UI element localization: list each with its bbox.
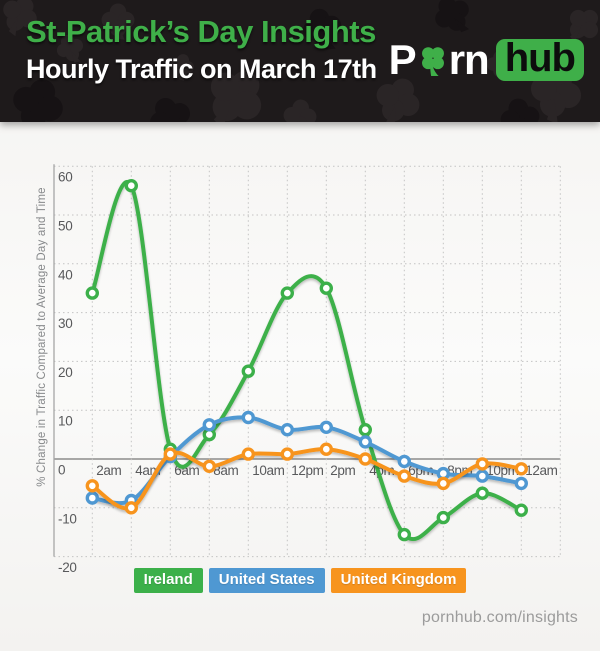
marker-united-kingdom-12pm[interactable] xyxy=(280,447,294,461)
marker-ireland-6pm[interactable] xyxy=(397,527,411,542)
marker-ireland-2pm[interactable] xyxy=(319,281,333,295)
svg-text:60: 60 xyxy=(58,170,72,185)
svg-text:12pm: 12pm xyxy=(291,463,323,478)
marker-united-kingdom-12am[interactable] xyxy=(514,462,528,476)
svg-text:2am: 2am xyxy=(96,463,121,478)
svg-text:50: 50 xyxy=(58,219,72,234)
svg-text:2pm: 2pm xyxy=(330,463,355,478)
page-title: St-Patrick’s Day Insights xyxy=(26,14,376,49)
marker-united-states-2pm[interactable] xyxy=(319,420,333,434)
svg-text:0: 0 xyxy=(58,463,65,478)
svg-text:-20: -20 xyxy=(58,560,77,575)
marker-united-kingdom-8am[interactable] xyxy=(202,459,217,473)
logo-hub-badge: hub xyxy=(495,38,584,81)
site-url: pornhub.com/insights xyxy=(421,609,578,626)
marker-united-kingdom-4pm[interactable] xyxy=(358,452,372,466)
logo-text-rn: rn xyxy=(448,36,490,83)
marker-ireland-12pm[interactable] xyxy=(280,286,294,300)
marker-united-kingdom-6pm[interactable] xyxy=(397,469,411,483)
marker-ireland-10am[interactable] xyxy=(241,364,256,378)
marker-united-states-12pm[interactable] xyxy=(280,423,294,437)
clover-icon xyxy=(421,47,444,76)
svg-text:40: 40 xyxy=(58,267,72,282)
marker-united-states-4pm[interactable] xyxy=(358,435,372,449)
marker-united-kingdom-10am[interactable] xyxy=(241,447,256,461)
marker-ireland-2am[interactable] xyxy=(85,286,100,300)
marker-united-states-8am[interactable] xyxy=(202,418,217,432)
logo-text-p: P xyxy=(388,36,417,83)
marker-united-kingdom-2pm[interactable] xyxy=(319,442,333,456)
header: St-Patrick’s Day Insights Hourly Traffic… xyxy=(0,0,600,122)
svg-text:% Change in Traffic Compared t: % Change in Traffic Compared to Average … xyxy=(36,187,48,487)
svg-text:8am: 8am xyxy=(213,463,238,478)
marker-united-kingdom-4am[interactable] xyxy=(124,501,139,515)
marker-ireland-4am[interactable] xyxy=(124,179,139,193)
chart-section: 60 50 40 30 20 10 0 -10 -20 2am 4am 6am 8am 10am 12pm 2… xyxy=(0,122,600,651)
marker-united-kingdom-6am[interactable] xyxy=(163,447,178,461)
marker-ireland-10pm[interactable] xyxy=(475,486,489,500)
marker-united-kingdom-2am[interactable] xyxy=(85,479,100,493)
marker-united-states-2am[interactable] xyxy=(85,491,100,505)
marker-united-states-6pm[interactable] xyxy=(397,454,411,469)
svg-text:30: 30 xyxy=(58,316,72,331)
marker-ireland-4pm[interactable] xyxy=(358,423,372,437)
marker-ireland-12am[interactable] xyxy=(514,503,528,517)
legend-united-states[interactable]: United States xyxy=(208,568,325,593)
series-united-kingdom xyxy=(85,442,528,515)
page-subtitle: Hourly Traffic on March 17th xyxy=(26,54,377,84)
pornhub-logo: P rn hub xyxy=(388,36,584,83)
svg-text:12am: 12am xyxy=(525,463,557,478)
svg-text:10: 10 xyxy=(58,414,72,429)
legend-ireland[interactable]: Ireland xyxy=(133,568,203,593)
series-ireland xyxy=(85,179,528,542)
marker-united-states-12am[interactable] xyxy=(514,476,528,491)
marker-united-kingdom-8pm[interactable] xyxy=(436,476,450,491)
marker-ireland-8pm[interactable] xyxy=(436,510,450,525)
svg-text:-10: -10 xyxy=(58,511,77,526)
marker-united-states-10pm[interactable] xyxy=(475,469,489,483)
marker-united-states-10am[interactable] xyxy=(241,410,256,425)
legend-united-kingdom[interactable]: United Kingdom xyxy=(330,568,467,593)
marker-united-kingdom-10pm[interactable] xyxy=(475,457,489,471)
svg-text:20: 20 xyxy=(58,365,72,380)
chart-legend: Ireland United States United Kingdom xyxy=(0,568,600,593)
svg-text:10am: 10am xyxy=(252,463,284,478)
